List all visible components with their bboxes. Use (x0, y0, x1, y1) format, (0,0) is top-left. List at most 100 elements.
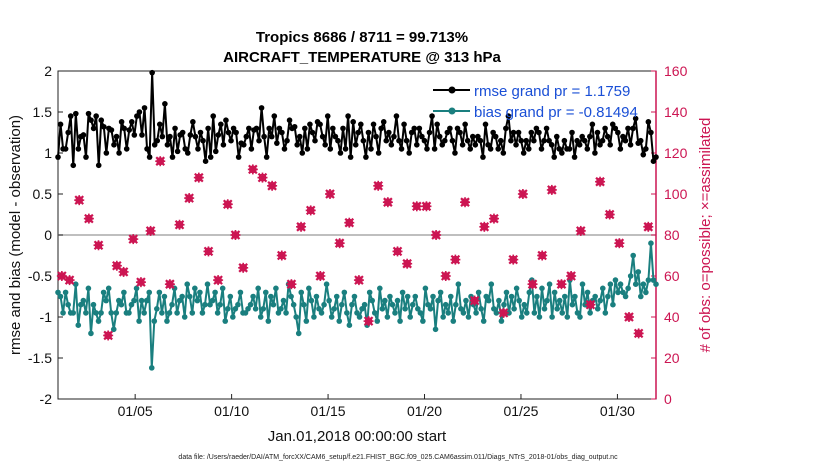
bias-point (445, 310, 452, 316)
rmse-point (98, 117, 105, 123)
obs-assimilated-point (469, 295, 480, 306)
rmse-point (131, 132, 138, 138)
bias-point (455, 281, 462, 288)
rmse-point (258, 105, 265, 111)
rmse-point (467, 146, 474, 152)
rmse-point (57, 121, 64, 128)
bias-point (579, 281, 586, 288)
bias-point (478, 306, 484, 312)
bias-point (551, 289, 558, 296)
obs-assimilated-point (633, 328, 644, 339)
bias-point (531, 310, 538, 316)
x-tick-label: 01/25 (503, 403, 538, 419)
rmse-point (553, 133, 560, 140)
rmse-point (368, 146, 374, 152)
rmse-point (380, 119, 387, 125)
rmse-point (327, 146, 334, 152)
bias-point (338, 301, 345, 308)
bias-point (141, 310, 147, 316)
rmse-point (355, 129, 362, 136)
rmse-point (299, 150, 306, 156)
rmse-point (556, 146, 563, 152)
bias-point (346, 322, 353, 329)
bias-point (458, 306, 464, 312)
bias-point (577, 314, 583, 320)
rmse-point (190, 119, 196, 125)
bias-point (354, 310, 360, 316)
x-tick-label: 01/30 (600, 403, 635, 419)
rmse-point (146, 154, 153, 160)
rmse-point (75, 146, 82, 152)
rmse-point (500, 150, 507, 156)
bias-point (57, 293, 64, 300)
rmse-point (541, 137, 547, 144)
bias-point (640, 281, 647, 288)
rmse-point (627, 142, 634, 148)
bias-point (465, 314, 472, 320)
rmse-point (622, 137, 629, 144)
rmse-point (195, 146, 201, 152)
bias-point (516, 297, 522, 304)
bias-point (100, 289, 107, 296)
obs-assimilated-point (623, 312, 634, 322)
obs-assimilated-point (267, 180, 278, 191)
bias-point (534, 293, 540, 300)
obs-assimilated-point (411, 201, 422, 212)
bias-point (273, 285, 279, 292)
bias-point (300, 301, 307, 308)
rmse-point (406, 150, 412, 156)
legend-rmse-marker (448, 86, 456, 94)
bias-point (143, 297, 150, 304)
rmse-point (457, 129, 463, 136)
bias-point (356, 314, 363, 320)
rmse-point (617, 146, 624, 152)
rmse-point (480, 154, 486, 160)
bias-point (207, 301, 213, 308)
bias-point (602, 310, 609, 316)
rmse-point (559, 150, 565, 156)
obs-assimilated-point (479, 221, 490, 232)
bias-point (235, 301, 241, 308)
bias-point (245, 306, 251, 312)
obs-assimilated-point (460, 197, 471, 208)
bias-point (186, 293, 193, 300)
rmse-point (589, 121, 596, 128)
rmse-point (62, 146, 69, 152)
rmse-point (279, 129, 285, 136)
bias-point (311, 314, 317, 320)
rmse-point (159, 133, 166, 140)
rmse-point (342, 146, 349, 152)
bias-point (541, 306, 548, 312)
rmse-point (643, 146, 649, 152)
rmse-point (414, 142, 420, 148)
bias-point (399, 289, 406, 296)
bias-point (359, 306, 365, 312)
rmse-point (154, 137, 161, 144)
y-right-tick-label: 0 (664, 391, 672, 407)
rmse-point (487, 146, 494, 152)
bias-point (176, 297, 183, 304)
obs-assimilated-point (74, 195, 85, 206)
y-axis-label-left: rmse and bias (model - observation) (7, 115, 24, 355)
bias-point (116, 297, 122, 304)
obs-assimilated-point (193, 172, 204, 183)
rmse-point (70, 162, 77, 169)
rmse-point (73, 110, 79, 117)
bias-point (280, 297, 287, 304)
rmse-point (324, 113, 331, 119)
bias-point (653, 281, 659, 288)
rmse-point (55, 154, 61, 160)
bias-point (230, 314, 236, 320)
rmse-point (243, 133, 250, 140)
bias-point (407, 314, 414, 320)
rmse-point (291, 123, 298, 130)
obs-assimilated-point (184, 193, 195, 204)
bias-point (227, 293, 234, 300)
bias-point (475, 289, 482, 296)
bias-point (392, 310, 398, 316)
rmse-point (625, 125, 631, 132)
obs-assimilated-point (155, 156, 166, 167)
rmse-point (497, 137, 504, 144)
bias-point (643, 289, 649, 296)
bias-point (331, 306, 337, 312)
